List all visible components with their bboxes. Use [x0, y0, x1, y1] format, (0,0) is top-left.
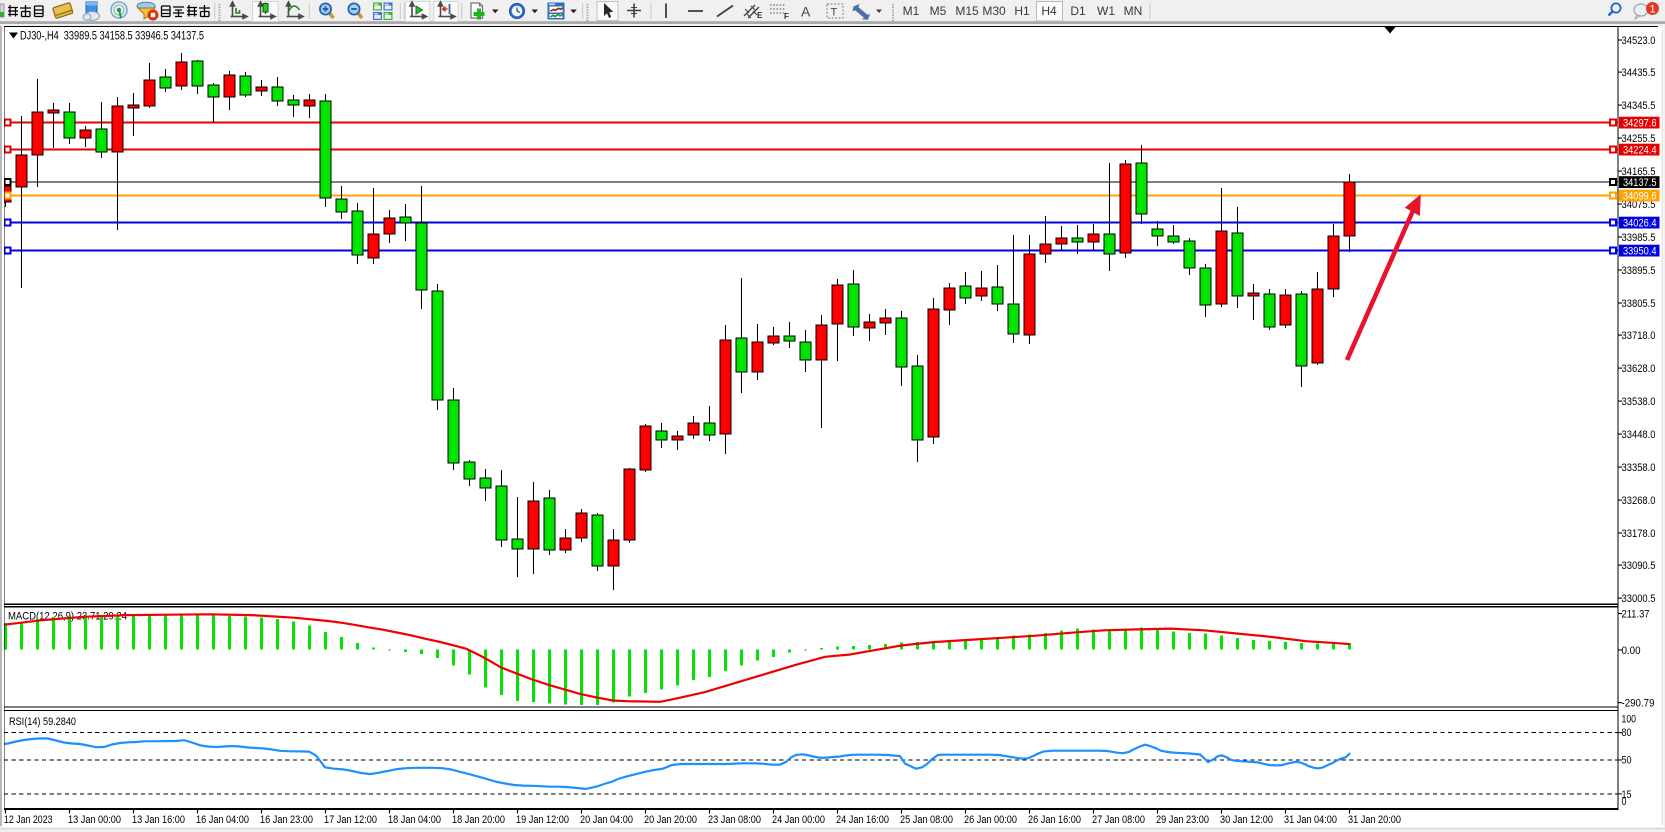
- svg-text:34523.0: 34523.0: [1622, 35, 1656, 47]
- svg-text:34255.5: 34255.5: [1622, 133, 1656, 145]
- svg-text:33895.5: 33895.5: [1622, 265, 1656, 277]
- svg-text:M1: M1: [903, 4, 920, 18]
- svg-text:34297.6: 34297.6: [1623, 118, 1657, 130]
- svg-text:33268.0: 33268.0: [1622, 495, 1656, 507]
- svg-text:80: 80: [1622, 727, 1632, 739]
- svg-text:33358.0: 33358.0: [1622, 462, 1656, 474]
- svg-text:211.37: 211.37: [1622, 608, 1650, 620]
- svg-text:13 Jan 00:00: 13 Jan 00:00: [68, 814, 121, 826]
- svg-text:34099.6: 34099.6: [1623, 191, 1657, 203]
- svg-text:34137.5: 34137.5: [1623, 177, 1657, 189]
- svg-text:33178.0: 33178.0: [1622, 528, 1656, 540]
- svg-text:33090.5: 33090.5: [1622, 560, 1656, 572]
- svg-text:27 Jan 08:00: 27 Jan 08:00: [1092, 814, 1145, 826]
- svg-text:50: 50: [1622, 754, 1632, 766]
- svg-text:34435.5: 34435.5: [1622, 67, 1656, 79]
- svg-text:26 Jan 16:00: 26 Jan 16:00: [1028, 814, 1081, 826]
- svg-text:33000.5: 33000.5: [1622, 593, 1656, 605]
- svg-text:33985.5: 33985.5: [1622, 232, 1656, 244]
- svg-text:DJ30-,H4 33989.5 34158.5 3394: DJ30-,H4 33989.5 34158.5 33946.5 34137.5: [20, 31, 204, 43]
- svg-text:20 Jan 04:00: 20 Jan 04:00: [580, 814, 633, 826]
- svg-text:D1: D1: [1070, 4, 1086, 18]
- svg-text:24 Jan 00:00: 24 Jan 00:00: [772, 814, 825, 826]
- svg-text:31 Jan 20:00: 31 Jan 20:00: [1348, 814, 1401, 826]
- svg-text:34075.5: 34075.5: [1622, 199, 1656, 211]
- svg-text:H4: H4: [1041, 4, 1057, 18]
- svg-text:F: F: [784, 12, 789, 21]
- svg-text:17 Jan 12:00: 17 Jan 12:00: [324, 814, 377, 826]
- svg-text:25 Jan 08:00: 25 Jan 08:00: [900, 814, 953, 826]
- svg-text:19 Jan 12:00: 19 Jan 12:00: [516, 814, 569, 826]
- svg-text:12 Jan 2023: 12 Jan 2023: [4, 814, 53, 826]
- svg-text:24 Jan 16:00: 24 Jan 16:00: [836, 814, 889, 826]
- svg-text:13 Jan 16:00: 13 Jan 16:00: [132, 814, 185, 826]
- svg-text:23 Jan 08:00: 23 Jan 08:00: [708, 814, 761, 826]
- svg-text:34165.5: 34165.5: [1622, 166, 1656, 178]
- svg-text:30 Jan 12:00: 30 Jan 12:00: [1220, 814, 1273, 826]
- svg-text:E: E: [757, 11, 763, 20]
- svg-text:M5: M5: [930, 4, 947, 18]
- svg-text:T: T: [831, 7, 838, 19]
- svg-text:0.00: 0.00: [1622, 645, 1641, 657]
- svg-text:16 Jan 04:00: 16 Jan 04:00: [196, 814, 249, 826]
- svg-text:34026.4: 34026.4: [1623, 218, 1657, 230]
- svg-text:100: 100: [1622, 714, 1637, 726]
- svg-text:29 Jan 23:00: 29 Jan 23:00: [1156, 814, 1209, 826]
- svg-text:18 Jan 04:00: 18 Jan 04:00: [388, 814, 441, 826]
- svg-text:33448.0: 33448.0: [1622, 429, 1656, 441]
- svg-text:M30: M30: [982, 4, 1006, 18]
- svg-text:34224.4: 34224.4: [1623, 145, 1657, 157]
- svg-text:18 Jan 20:00: 18 Jan 20:00: [452, 814, 505, 826]
- svg-text:15: 15: [1622, 789, 1632, 801]
- svg-text:M15: M15: [955, 4, 979, 18]
- svg-text:W1: W1: [1097, 4, 1115, 18]
- svg-text:33805.5: 33805.5: [1622, 298, 1656, 310]
- svg-text:26 Jan 00:00: 26 Jan 00:00: [964, 814, 1017, 826]
- svg-text:33628.0: 33628.0: [1622, 363, 1656, 375]
- svg-text:20 Jan 20:00: 20 Jan 20:00: [644, 814, 697, 826]
- svg-text:RSI(14) 59.2840: RSI(14) 59.2840: [9, 716, 76, 728]
- svg-text:34345.5: 34345.5: [1622, 100, 1656, 112]
- svg-text:0: 0: [1622, 796, 1627, 808]
- svg-text:31 Jan 04:00: 31 Jan 04:00: [1284, 814, 1337, 826]
- svg-text:H1: H1: [1014, 4, 1030, 18]
- svg-text:33950.4: 33950.4: [1623, 246, 1657, 258]
- svg-text:16 Jan 23:00: 16 Jan 23:00: [260, 814, 313, 826]
- svg-text:33538.0: 33538.0: [1622, 396, 1656, 408]
- svg-text:A: A: [801, 4, 811, 20]
- svg-text:33718.0: 33718.0: [1622, 330, 1656, 342]
- svg-text:MN: MN: [1124, 4, 1143, 18]
- svg-text:-290.79: -290.79: [1622, 698, 1655, 710]
- svg-text:1: 1: [1649, 4, 1655, 16]
